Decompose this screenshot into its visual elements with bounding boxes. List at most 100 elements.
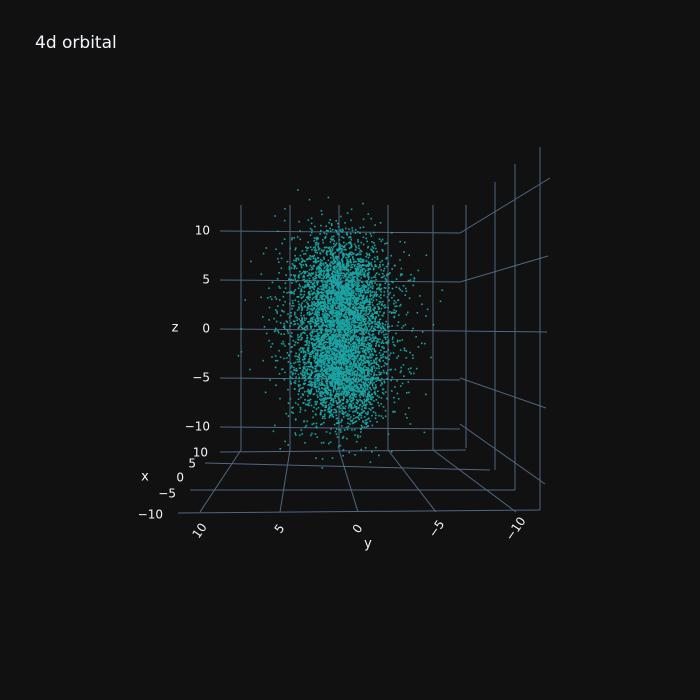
scatter-point: [380, 276, 383, 279]
scatter-point: [329, 332, 331, 335]
scatter-point: [336, 428, 338, 430]
scatter-point: [363, 349, 365, 351]
scatter-point: [355, 290, 357, 292]
scatter-point: [353, 331, 355, 334]
scatter-point: [304, 253, 307, 255]
scatter-point: [305, 325, 307, 327]
scatter-point: [338, 359, 340, 361]
scatter-point: [370, 310, 372, 312]
scatter-point: [324, 406, 326, 409]
scatter-point: [317, 245, 319, 248]
scatter-point: [364, 348, 367, 350]
scatter-point: [309, 382, 312, 385]
scatter-point: [344, 323, 347, 326]
scatter-point: [360, 250, 363, 253]
scatter-point: [325, 225, 327, 227]
scatter-point: [346, 428, 349, 431]
scatter-point: [323, 398, 325, 401]
scatter-point: [336, 231, 338, 233]
scatter-point: [343, 342, 346, 345]
scatter-point: [305, 265, 308, 267]
scatter-point: [329, 377, 331, 379]
scatter-point: [342, 264, 344, 266]
scatter-point: [366, 240, 368, 243]
scatter-point: [312, 272, 314, 274]
scatter-point: [317, 373, 319, 375]
scatter-point: [355, 304, 358, 306]
scatter-point: [371, 283, 373, 285]
scatter-point: [382, 326, 385, 328]
scatter-point: [318, 328, 320, 331]
scatter-point: [291, 299, 294, 302]
scatter-point: [361, 269, 364, 272]
scatter-point: [325, 370, 328, 373]
scatter-point: [378, 303, 380, 305]
scatter-point: [370, 368, 373, 371]
scatter-point: [365, 412, 367, 414]
scatter-point: [390, 368, 392, 371]
scatter-point: [331, 366, 333, 368]
scatter-point: [355, 377, 358, 380]
scatter-point: [383, 336, 386, 339]
scatter-point: [317, 319, 320, 321]
scatter-point: [357, 231, 359, 233]
scatter-point: [301, 393, 304, 395]
scatter-point: [355, 408, 357, 410]
scatter-point: [317, 374, 320, 377]
scatter-point: [345, 306, 348, 308]
scatter-point: [370, 345, 373, 348]
scatter-point: [294, 361, 297, 364]
scatter-point: [371, 241, 373, 243]
scatter-point: [319, 391, 322, 393]
scatter-point: [307, 303, 310, 305]
scatter-point: [299, 387, 301, 390]
scatter-point: [294, 323, 297, 325]
scatter-point: [363, 317, 366, 320]
scatter-point: [357, 273, 360, 275]
scatter-point: [313, 359, 316, 362]
scatter-point: [326, 270, 329, 272]
scatter-point: [395, 305, 398, 307]
scatter-point: [329, 263, 331, 265]
scatter-point: [351, 297, 353, 300]
scatter-point: [338, 373, 341, 375]
scatter-point: [348, 242, 350, 244]
scatter-point: [318, 387, 320, 389]
scatter-point: [298, 354, 301, 357]
scatter-point: [334, 281, 337, 284]
scatter-point: [298, 390, 300, 393]
scatter-point: [314, 368, 316, 370]
scatter-point: [329, 219, 331, 221]
scatter-point: [384, 356, 387, 358]
scatter-point: [343, 326, 346, 328]
scatter-point: [320, 409, 322, 412]
scatter-point: [320, 305, 323, 308]
scatter-point: [357, 330, 360, 332]
scatter-point: [365, 317, 367, 320]
scatter-point: [363, 357, 366, 359]
scatter-point: [405, 357, 408, 359]
scatter-point: [338, 377, 340, 380]
scatter-point: [375, 337, 377, 339]
scatter-point: [320, 307, 323, 310]
scatter-point: [337, 278, 340, 280]
scatter-point: [338, 356, 340, 359]
scatter-point: [372, 339, 375, 341]
scatter-point: [399, 339, 401, 342]
scatter-point: [367, 372, 369, 375]
scatter-point: [401, 382, 404, 385]
scatter-point: [371, 396, 374, 398]
scatter-point: [341, 236, 343, 238]
scatter-point: [373, 308, 375, 311]
scatter-point: [322, 286, 325, 288]
scatter-point: [359, 414, 361, 416]
scatter-point: [320, 411, 322, 414]
scatter-point: [334, 229, 337, 232]
scatter-point: [341, 367, 344, 370]
scatter-point: [359, 354, 362, 357]
scatter-point: [344, 390, 346, 393]
scatter-point: [371, 451, 373, 453]
scatter-point: [346, 349, 348, 351]
scatter-point: [322, 391, 324, 394]
